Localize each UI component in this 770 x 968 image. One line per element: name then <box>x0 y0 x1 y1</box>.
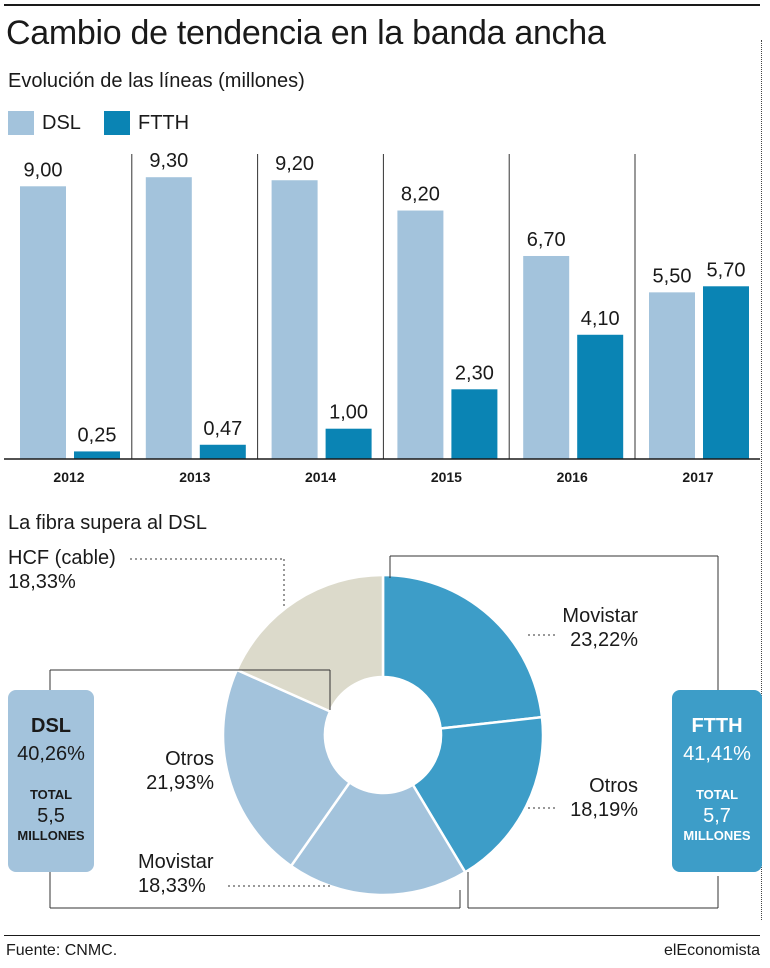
bar-dsl-2017 <box>649 292 695 459</box>
slice-pct-otros-ftth: 18,19% <box>570 799 638 821</box>
bar-ftth-2013 <box>199 444 246 459</box>
ftth-box-name: FTTH <box>691 715 742 737</box>
bar-dsl-2016 <box>523 255 570 459</box>
data-label-ftth-2017: 5,70 <box>707 259 746 281</box>
x-tick-label-2015: 2015 <box>431 469 462 485</box>
bar-ftth-2016 <box>577 334 624 459</box>
data-label-ftth-2016: 4,10 <box>581 308 620 330</box>
legend-swatch-dsl <box>8 111 34 135</box>
data-label-dsl-2014: 9,20 <box>275 153 314 175</box>
bar-ftth-2017 <box>703 286 749 459</box>
x-tick-label-2017: 2017 <box>682 469 713 485</box>
bar-dsl-2014 <box>271 180 318 460</box>
bar-ftth-2015 <box>451 389 498 459</box>
data-label-dsl-2016: 6,70 <box>527 229 566 251</box>
data-label-dsl-2012: 9,00 <box>24 159 63 181</box>
data-label-ftth-2012: 0,25 <box>78 424 117 446</box>
slice-name-otros-dsl: Otros <box>165 748 214 770</box>
data-label-dsl-2015: 8,20 <box>401 184 440 206</box>
slice-name-otros-ftth: Otros <box>589 775 638 797</box>
ftth-box-unit: MILLONES <box>683 828 750 843</box>
x-tick-label-2016: 2016 <box>557 469 588 485</box>
data-label-ftth-2015: 2,30 <box>455 362 494 384</box>
data-label-dsl-2013: 9,30 <box>149 150 188 172</box>
side-dotted-rule <box>761 40 762 920</box>
dsl-box-name: DSL <box>31 715 71 737</box>
page-title: Cambio de tendencia en la banda ancha <box>6 14 606 52</box>
ftth-total-box <box>672 690 762 872</box>
legend-swatch-ftth <box>104 111 130 135</box>
legend-label-ftth: FTTH <box>138 112 190 134</box>
slice-pct-otros-dsl: 21,93% <box>146 772 214 794</box>
x-tick-label-2012: 2012 <box>53 469 84 485</box>
slice-name-movistar-dsl: Movistar <box>138 851 214 873</box>
bar-ftth-2012 <box>74 451 120 459</box>
data-label-ftth-2013: 0,47 <box>203 418 242 440</box>
bottom-rule <box>4 935 760 936</box>
bar-dsl-2015 <box>397 210 444 459</box>
dsl-box-pct: 40,26% <box>17 743 85 765</box>
bar-dsl-2012 <box>20 186 66 460</box>
brand-credit: elEconomista <box>663 942 760 959</box>
dsl-box-unit: MILLONES <box>17 828 84 843</box>
data-label-dsl-2017: 5,50 <box>653 265 692 287</box>
bar-ftth-2014 <box>325 428 372 459</box>
bar-dsl-2013 <box>145 177 192 459</box>
donut-slice-ftth-1 <box>411 715 545 874</box>
bar-chart-subtitle: Evolución de las líneas (millones) <box>8 70 305 92</box>
dsl-box-total-label: TOTAL <box>30 787 72 802</box>
slice-pct-movistar-ftth: 23,22% <box>570 629 638 651</box>
slice-pct-hcf: 18,33% <box>8 571 76 593</box>
donut-slice-dsl-3 <box>221 668 352 868</box>
ftth-box-total-label: TOTAL <box>696 787 738 802</box>
slice-pct-movistar-dsl: 18,33% <box>138 875 206 897</box>
x-tick-label-2013: 2013 <box>179 469 210 485</box>
bar-chart: 9,00 0,25 2012 9,30 0,47 2013 9,20 1,00 2014 8,20… <box>4 150 760 485</box>
legend-label-dsl: DSL <box>42 112 81 134</box>
x-tick-label-2014: 2014 <box>305 469 336 485</box>
top-rule <box>4 4 760 6</box>
donut-chart-title: La fibra supera al DSL <box>8 512 208 534</box>
data-label-ftth-2014: 1,00 <box>329 402 368 424</box>
slice-name-hcf: HCF (cable) <box>8 547 116 569</box>
slice-name-movistar-ftth: Movistar <box>562 605 638 627</box>
donut-slice-dsl-2 <box>289 780 467 897</box>
dsl-total-box <box>8 690 94 872</box>
source-note: Fuente: CNMC. <box>6 942 118 959</box>
donut-slice-hcf-4 <box>235 573 385 714</box>
dsl-box-total-value: 5,5 <box>37 805 65 827</box>
ftth-box-pct: 41,41% <box>683 743 751 765</box>
donut-chart: Movistar23,22%Otros18,19%Movistar18,33%O… <box>8 547 762 909</box>
donut-slice-ftth-0 <box>381 573 544 730</box>
ftth-box-total-value: 5,7 <box>703 805 731 827</box>
